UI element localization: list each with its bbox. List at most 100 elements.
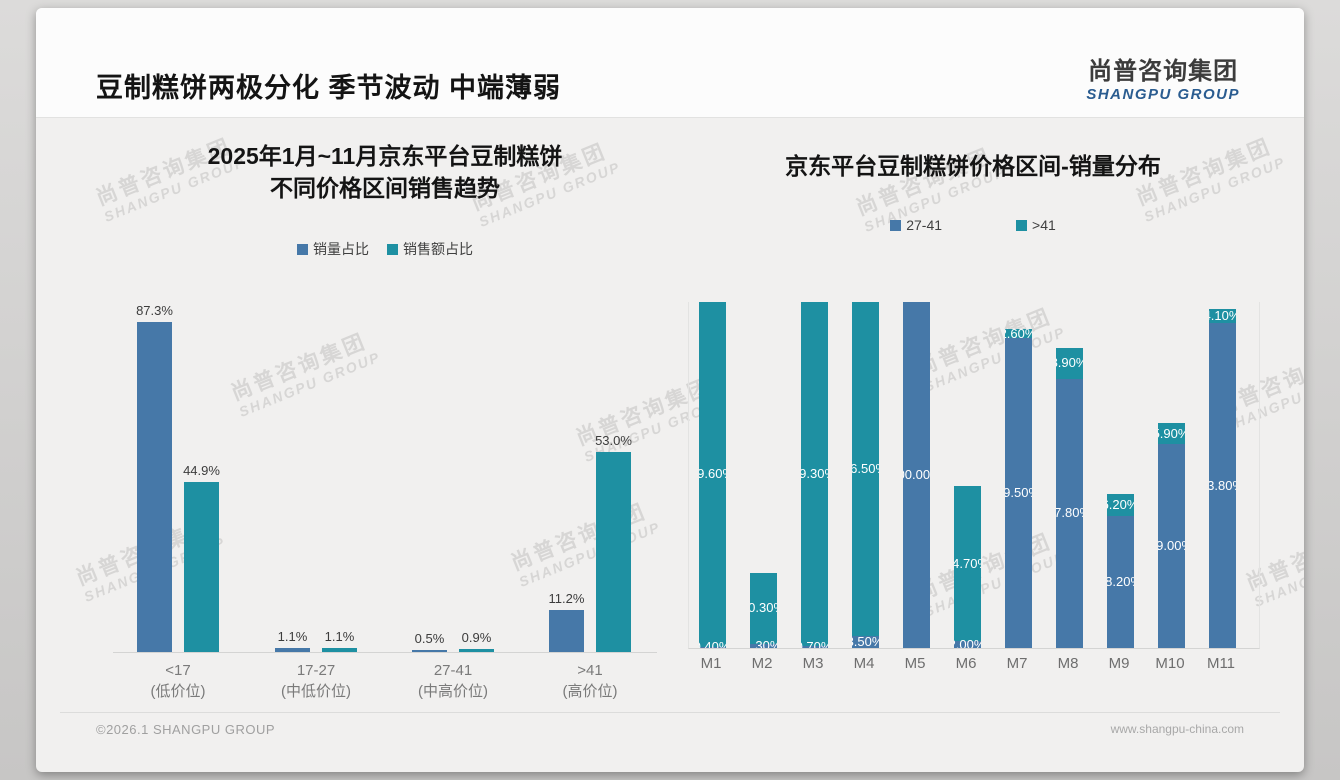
left-chart-title: 2025年1月~11月京东平台豆制糕饼 不同价格区间销售趋势 — [113, 140, 657, 204]
bar-segment — [184, 482, 219, 652]
bar-segment — [322, 647, 357, 652]
slide-card: 豆制糕饼两极分化 季节波动 中端薄弱 尚普咨询集团 SHANGPU GROUP … — [36, 8, 1304, 772]
legend-label: >41 — [1032, 217, 1056, 233]
segment-27-41 — [1157, 443, 1185, 648]
segment-value-label: 1.30% — [750, 637, 777, 648]
company-logo: 尚普咨询集团 SHANGPU GROUP — [1086, 58, 1240, 104]
bar-value-label: 1.1% — [324, 628, 355, 644]
segment-27-41 — [1055, 378, 1083, 648]
segment-27-41 — [1208, 323, 1236, 648]
segment-value-label: 93.80% — [1208, 477, 1236, 493]
bar-value-label: 0.5% — [414, 631, 445, 647]
category-label-tier: (中高价位) — [418, 683, 488, 700]
bar-value-label: 87.3% — [136, 303, 173, 319]
category-label: M10 — [1155, 655, 1185, 672]
stacked-bar: 5.90% 59.00% — [1157, 423, 1185, 648]
slide-header: 豆制糕饼两极分化 季节波动 中端薄弱 尚普咨询集团 SHANGPU GROUP — [36, 8, 1304, 118]
category-label-tier: (中低价位) — [281, 683, 351, 700]
right-chart-legend: 27-41 >41 — [688, 217, 1258, 233]
category-label: M11 — [1206, 655, 1236, 672]
category-label-tier: (低价位) — [150, 683, 206, 700]
legend-item: 销量占比 — [297, 239, 369, 259]
segment-value-label: 99.60% — [698, 466, 726, 482]
left-chart-legend: 销量占比 销售额占比 — [113, 239, 657, 259]
category-label: >41 (高价位) — [520, 660, 660, 702]
right-chart-plot: 99.60% 0.40% 20.30% 1.30% 99.30% 0.70% 96.50% 3… — [688, 302, 1260, 649]
segment-gt41 — [953, 486, 981, 642]
slide-body: 尚普咨询集团 SHANGPU GROUP 尚普咨询集团 SHANGPU GROUP 尚普… — [36, 118, 1304, 772]
bar-segment — [275, 647, 310, 652]
legend-item: 27-41 — [890, 217, 942, 233]
left-chart-title-line1: 2025年1月~11月京东平台豆制糕饼 — [207, 143, 563, 169]
category-label-range: 27-41 — [433, 662, 473, 679]
segment-gt41 — [800, 302, 828, 646]
category-label: <17 (低价位) — [108, 660, 248, 702]
segment-value-label: 4.10% — [1209, 309, 1236, 324]
blue-legend-swatch — [297, 243, 308, 255]
category-label: M7 — [1006, 655, 1028, 672]
logo-en-text: SHANGPU GROUP — [1086, 86, 1240, 103]
segment-gt41 — [851, 302, 879, 636]
segment-value-label: 3.50% — [852, 633, 879, 648]
segment-value-label: 5.90% — [1158, 425, 1185, 441]
charts: 2025年1月~11月京东平台豆制糕饼 不同价格区间销售趋势 销量占比 销售额占比… — [36, 118, 1304, 772]
segment-value-label: 59.00% — [1157, 537, 1185, 553]
segment-27-41 — [800, 645, 828, 648]
segment-gt41 — [698, 302, 726, 647]
segment-value-label: 77.80% — [1055, 505, 1083, 521]
category-label: 17-27 (中低价位) — [246, 660, 386, 702]
bar-segment — [596, 451, 631, 652]
category-label: M9 — [1108, 655, 1130, 672]
segment-27-41 — [698, 646, 726, 648]
website-url: www.shangpu-china.com — [1110, 722, 1244, 736]
bar-value-label: 11.2% — [548, 590, 585, 606]
segment-value-label: 99.30% — [800, 465, 828, 481]
segment-gt41 — [749, 573, 777, 644]
segment-value-label: 6.20% — [1107, 497, 1134, 513]
segment-value-label: 96.50% — [851, 460, 879, 476]
teal-legend-swatch — [1016, 219, 1028, 231]
segment-gt41 — [1208, 309, 1236, 324]
segment-value-label: 2.60% — [1005, 329, 1032, 341]
bar-segment — [459, 648, 494, 652]
category-label: M5 — [904, 655, 926, 672]
category-label-range: 17-27 — [296, 662, 336, 679]
segment-gt41 — [1106, 494, 1134, 516]
legend-label: 销售额占比 — [403, 241, 473, 257]
legend-item: >41 — [1016, 217, 1056, 233]
left-chart-title-line2: 不同价格区间销售趋势 — [270, 175, 500, 201]
segment-value-label: 100.00% — [903, 467, 930, 482]
stacked-bar: 99.30% 0.70% — [800, 302, 828, 648]
left-chart-plot: 87.3% 44.9% 1.1% 1.1% 0.5% 0.9% 11.2% 53.0% — [113, 274, 657, 653]
segment-value-label: 8.90% — [1056, 355, 1083, 371]
segment-value-label: 38.20% — [1106, 573, 1134, 589]
bar-value-label: 44.9% — [183, 463, 220, 479]
bar-value-label: 53.0% — [595, 432, 632, 448]
segment-27-41 — [1004, 338, 1032, 648]
stacked-bar: 6.20% 38.20% — [1106, 494, 1134, 648]
segment-27-41 — [902, 302, 930, 648]
stacked-bar: 4.10% 93.80% — [1208, 309, 1236, 648]
segment-value-label: 0.70% — [801, 638, 828, 648]
category-label: M1 — [700, 655, 722, 672]
segment-27-41 — [851, 635, 879, 648]
segment-27-41 — [1106, 515, 1134, 648]
segment-value-label: 0.40% — [699, 639, 726, 648]
teal-legend-swatch — [387, 243, 398, 255]
segment-27-41 — [749, 643, 777, 648]
segment-27-41 — [953, 641, 981, 648]
legend-label: 销量占比 — [313, 241, 369, 257]
segment-value-label: 20.30% — [749, 600, 777, 616]
right-chart-title: 京东平台豆制糕饼价格区间-销量分布 — [785, 153, 1161, 179]
category-label: M4 — [853, 655, 875, 672]
segment-gt41 — [1055, 348, 1083, 379]
logo-cn-text: 尚普咨询集团 — [1088, 58, 1239, 85]
category-label: M6 — [955, 655, 977, 672]
legend-label: 27-41 — [906, 217, 943, 233]
stacked-bar: 99.60% 0.40% — [698, 302, 726, 648]
stacked-bar: 2.60% 89.50% — [1004, 329, 1032, 648]
category-label: M2 — [751, 655, 773, 672]
bar-segment — [549, 609, 584, 652]
segment-value-label: 44.70% — [953, 555, 981, 571]
bar-value-label: 1.1% — [277, 628, 308, 644]
